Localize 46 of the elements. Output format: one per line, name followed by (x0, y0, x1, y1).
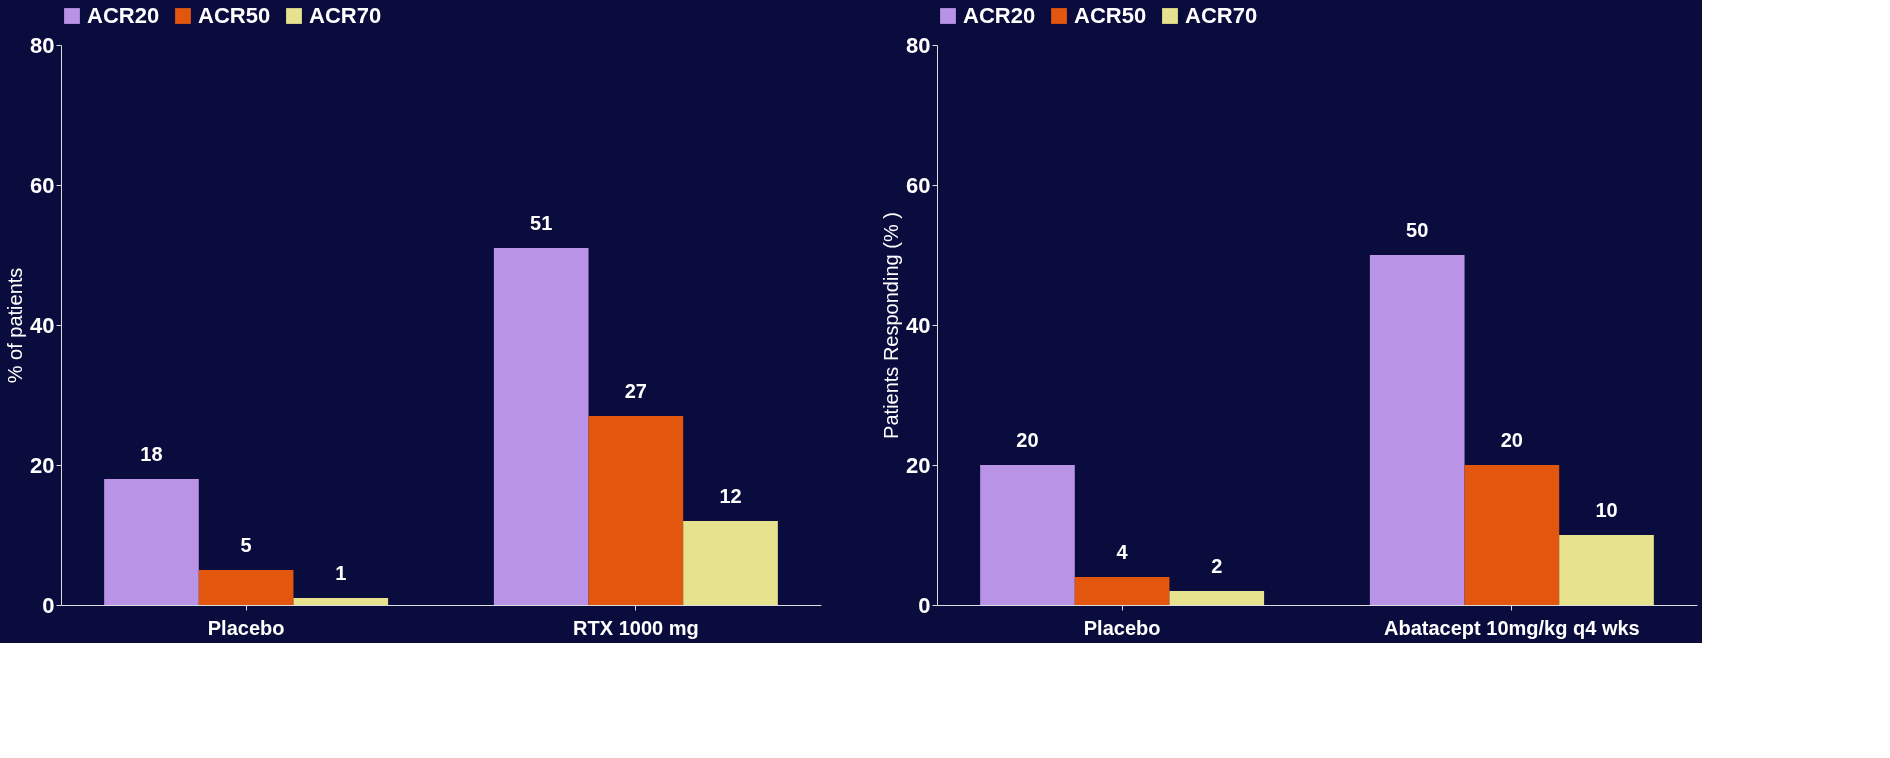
legend-label: ACR50 (1074, 3, 1147, 28)
data-label: 4 (1116, 541, 1129, 563)
bar (104, 479, 199, 605)
y-tick-label: 20 (906, 452, 931, 478)
legend-label: ACR70 (309, 3, 382, 28)
bar (588, 416, 684, 605)
y-tick-label: 0 (918, 592, 931, 618)
legend-label: ACR70 (1185, 3, 1258, 28)
bar (980, 465, 1075, 605)
x-tick-label: Placebo (1083, 616, 1161, 639)
bar (493, 248, 589, 605)
y-tick-label: 0 (42, 592, 55, 618)
bar (1369, 255, 1465, 605)
y-tick-label: 60 (30, 172, 55, 198)
data-label: 20 (1500, 429, 1523, 451)
x-tick-label: Placebo (207, 616, 285, 639)
data-label: 20 (1016, 429, 1039, 451)
x-tick-label: RTX 1000 mg (573, 616, 699, 639)
legend-label: ACR50 (198, 3, 271, 28)
bar (198, 570, 294, 605)
legend-label: ACR20 (87, 3, 160, 28)
data-label: 12 (719, 485, 742, 507)
x-tick-label: Abatacept 10mg/kg q4 wks (1384, 616, 1640, 639)
bar (1169, 591, 1265, 605)
y-tick-label: 20 (30, 452, 55, 478)
bar (1074, 577, 1170, 605)
data-label: 10 (1595, 499, 1618, 521)
y-axis-title: % of patients (4, 267, 27, 384)
y-axis-title: Patients Responding (% ) (880, 212, 903, 439)
data-label: 51 (530, 212, 553, 234)
data-label: 5 (240, 534, 252, 556)
data-label: 2 (1211, 555, 1223, 577)
bar (293, 598, 389, 605)
legend-label: ACR20 (963, 3, 1036, 28)
bar (683, 521, 778, 605)
bar (1464, 465, 1560, 605)
data-label: 50 (1406, 219, 1429, 241)
bar (1559, 535, 1654, 605)
y-tick-label: 80 (906, 32, 931, 58)
y-tick-label: 60 (906, 172, 931, 198)
data-label: 18 (140, 443, 163, 465)
data-label: 27 (624, 380, 647, 402)
data-label: 1 (335, 562, 347, 584)
y-tick-label: 80 (30, 32, 55, 58)
y-tick-label: 40 (906, 312, 931, 338)
y-tick-label: 40 (30, 312, 55, 338)
